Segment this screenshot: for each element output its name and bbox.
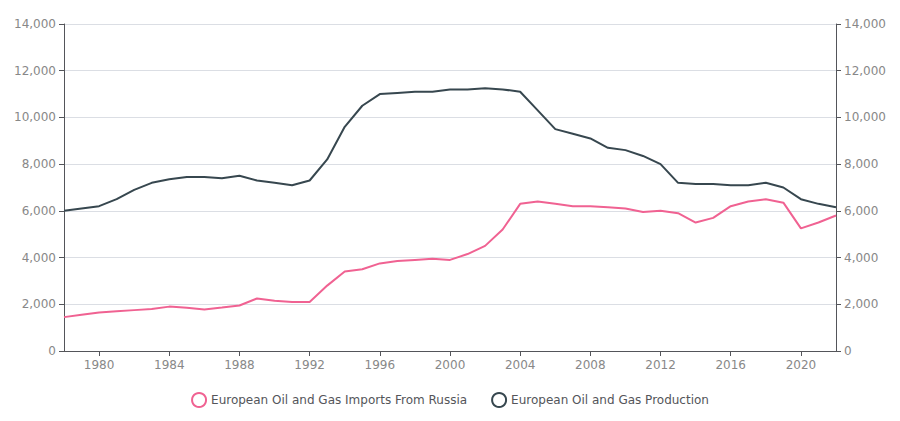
svg-text:2020: 2020 (786, 358, 817, 372)
svg-text:1984: 1984 (154, 358, 185, 372)
svg-text:6,000: 6,000 (844, 204, 878, 218)
svg-text:European Oil and Gas Productio: European Oil and Gas Production (511, 393, 709, 407)
svg-text:10,000: 10,000 (844, 110, 886, 124)
svg-text:6,000: 6,000 (22, 204, 56, 218)
svg-text:12,000: 12,000 (844, 64, 886, 78)
svg-text:4,000: 4,000 (22, 251, 56, 265)
svg-text:1996: 1996 (365, 358, 396, 372)
svg-text:2008: 2008 (575, 358, 606, 372)
svg-text:2,000: 2,000 (844, 297, 878, 311)
svg-text:2,000: 2,000 (22, 297, 56, 311)
svg-text:2000: 2000 (435, 358, 466, 372)
svg-text:1980: 1980 (84, 358, 115, 372)
svg-text:European Oil and Gas Imports F: European Oil and Gas Imports From Russia (211, 393, 467, 407)
svg-text:14,000: 14,000 (14, 17, 56, 31)
svg-text:8,000: 8,000 (844, 157, 878, 171)
svg-text:12,000: 12,000 (14, 64, 56, 78)
svg-text:1992: 1992 (294, 358, 325, 372)
svg-text:4,000: 4,000 (844, 251, 878, 265)
svg-text:0: 0 (844, 344, 852, 358)
svg-text:0: 0 (48, 344, 56, 358)
svg-text:1988: 1988 (224, 358, 255, 372)
svg-text:2004: 2004 (505, 358, 536, 372)
svg-text:14,000: 14,000 (844, 17, 886, 31)
svg-text:2012: 2012 (645, 358, 676, 372)
svg-text:2016: 2016 (715, 358, 746, 372)
svg-text:10,000: 10,000 (14, 110, 56, 124)
svg-text:8,000: 8,000 (22, 157, 56, 171)
